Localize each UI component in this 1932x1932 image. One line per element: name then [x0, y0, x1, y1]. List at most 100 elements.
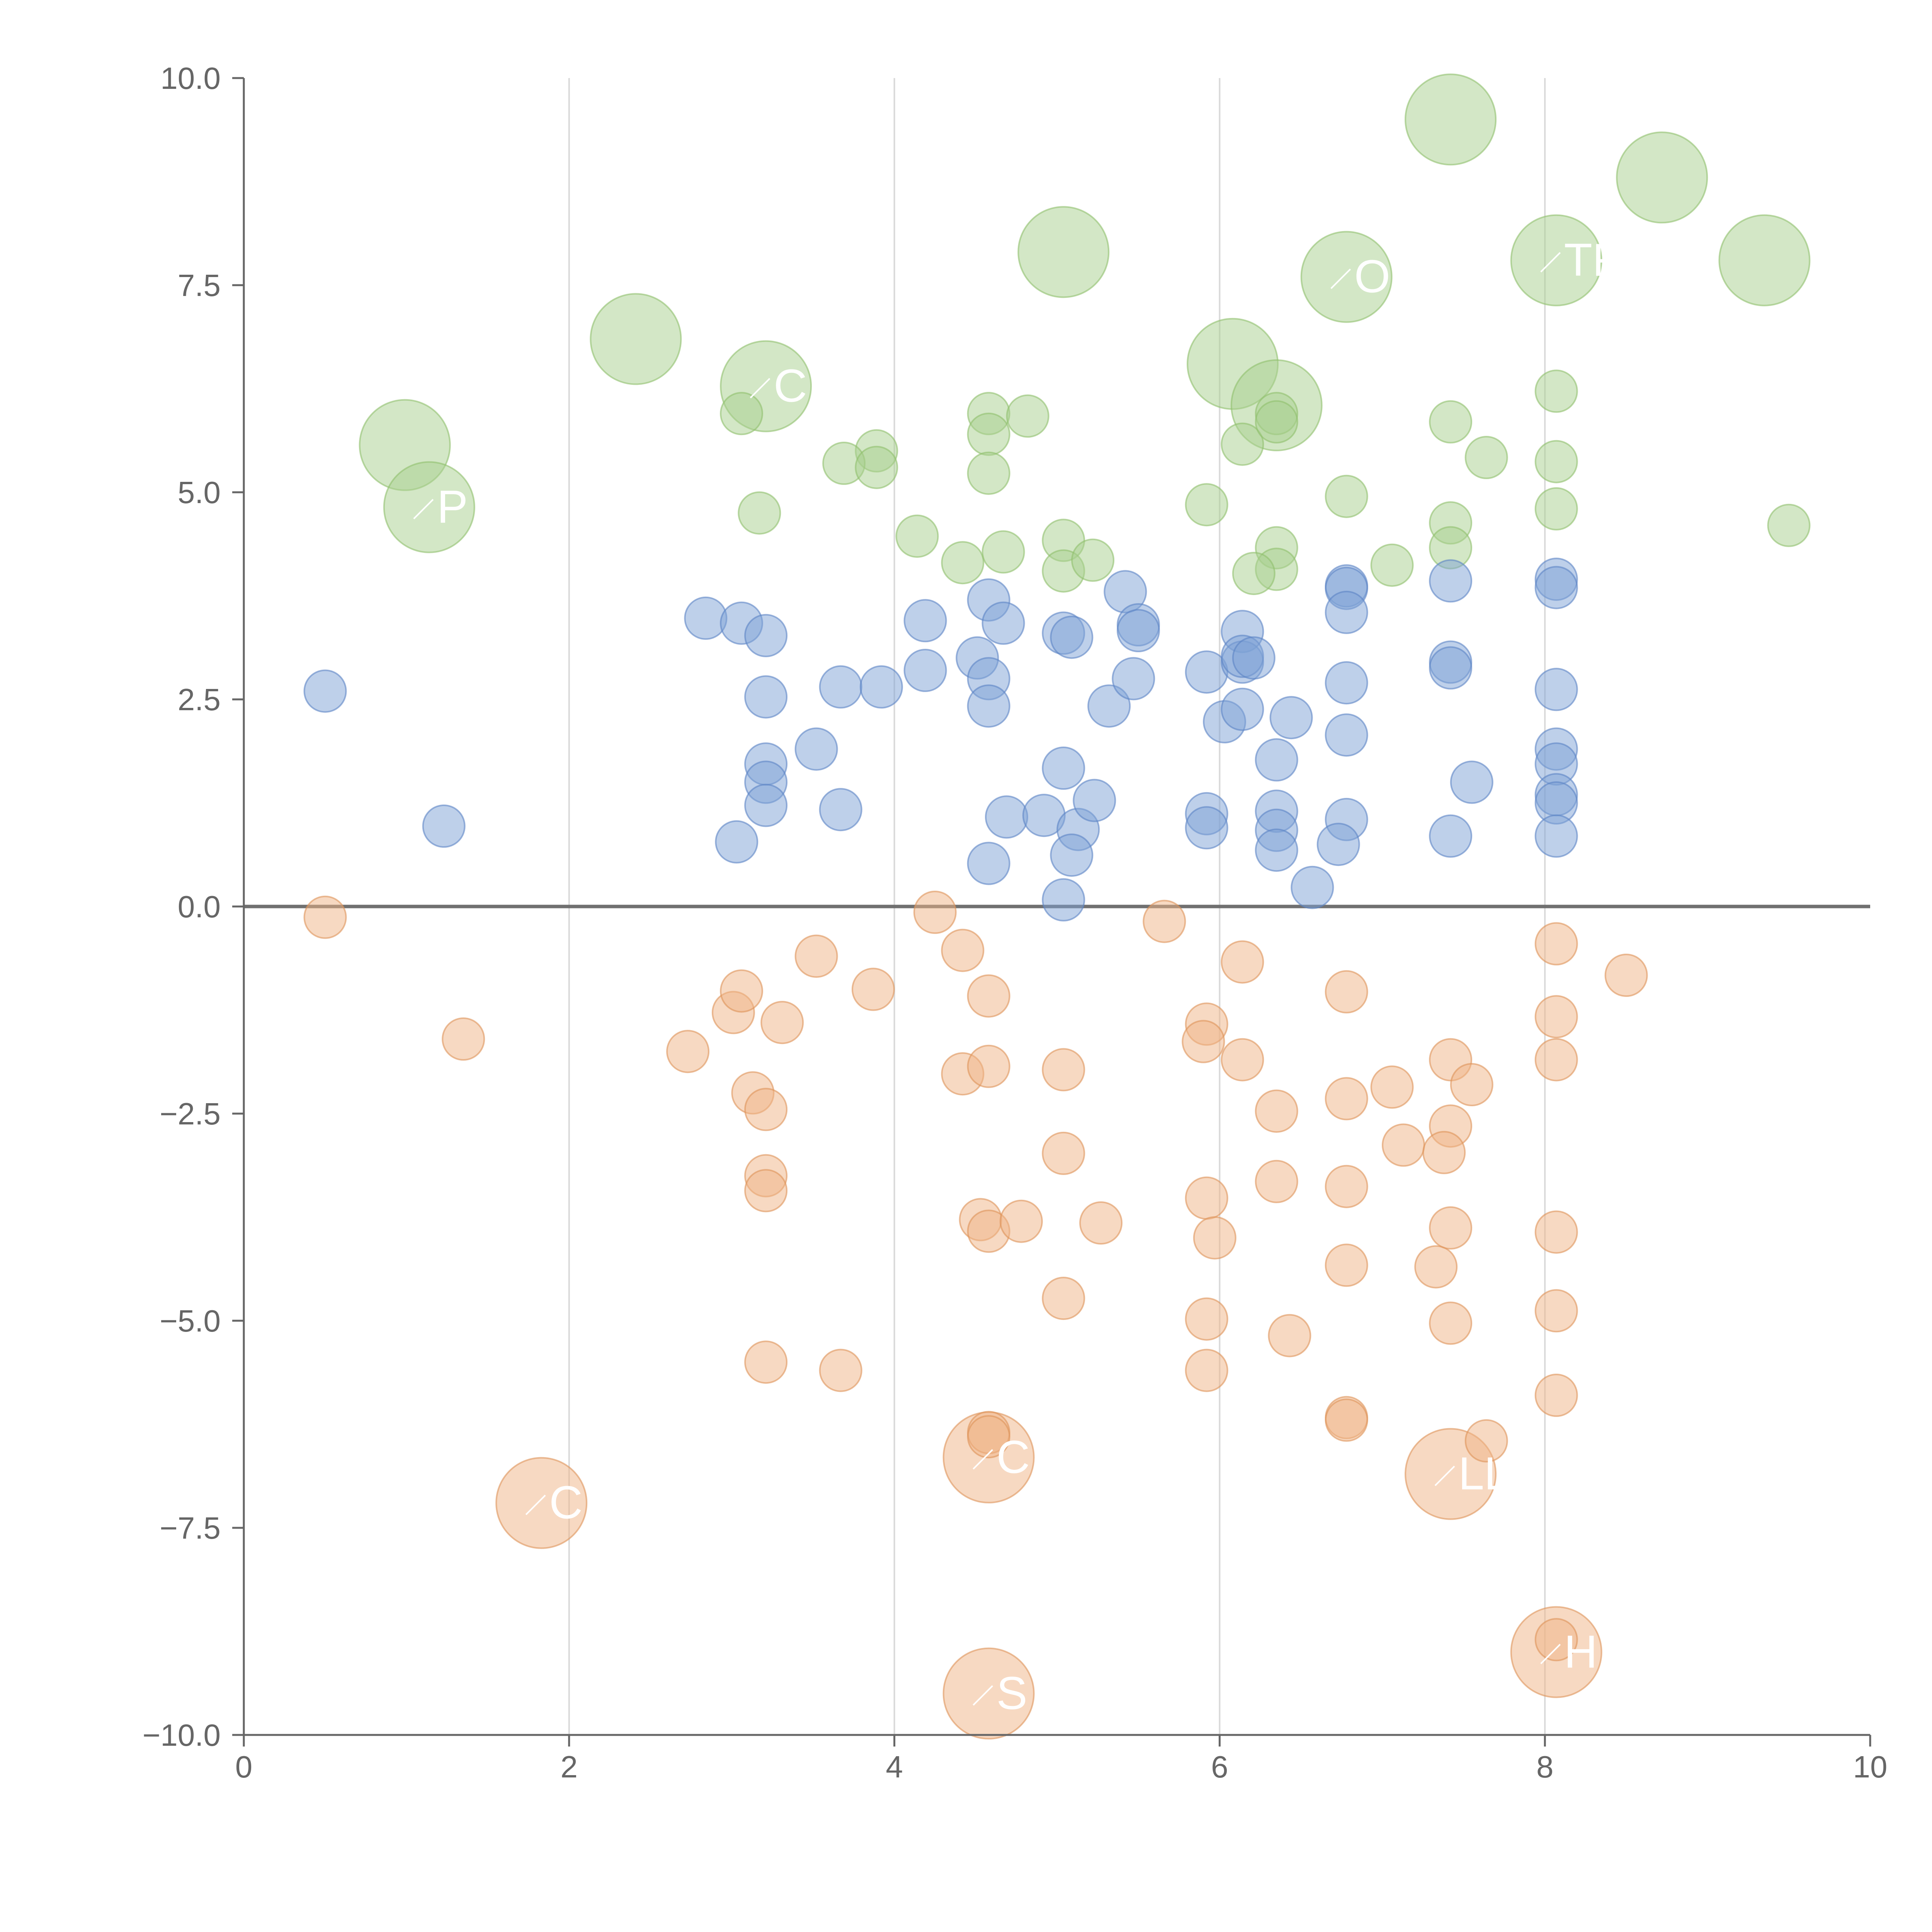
bubble-s2-12 [760, 1001, 804, 1044]
bubble-s1-49 [1269, 696, 1313, 740]
bubble-s2-67 [1534, 1618, 1578, 1662]
bubble-s2-48 [1325, 1243, 1368, 1287]
bubble-s1-21 [981, 601, 1025, 645]
bubble-s1-8 [744, 784, 788, 827]
bubble-s1-11 [819, 665, 862, 709]
bubble-s1-13 [859, 665, 903, 709]
bubble-s2-22 [967, 974, 1010, 1018]
bubble-s0-14 [1006, 394, 1049, 438]
bubble-label-s2-4: H [1564, 1626, 1598, 1678]
bubble-s1-30 [1073, 779, 1116, 822]
bubble-s2-36 [1185, 1176, 1228, 1220]
bubble-s0-15 [967, 412, 1010, 456]
bubble-s1-64 [1534, 566, 1578, 609]
bubble-label-s2-3: LL [1458, 1448, 1510, 1500]
bubble-s1-15 [903, 649, 947, 692]
x-tick-label-4: 8 [1536, 1750, 1554, 1784]
bubble-s2-17 [819, 1349, 862, 1392]
bubble-s0-40 [1534, 369, 1578, 413]
bubble-s2-31 [1079, 1201, 1123, 1245]
y-tick-label-2: −5.0 [160, 1304, 221, 1338]
bubble-s2-28 [967, 1415, 1010, 1459]
bubble-s1-50 [1291, 866, 1334, 909]
y-tick-label-5: 2.5 [178, 682, 221, 717]
bubble-s0-36 [1429, 400, 1473, 444]
bubble-s0-5 [1718, 214, 1811, 306]
label-leader-s0-3 [1330, 269, 1351, 289]
bubble-s2-50 [1325, 1398, 1368, 1442]
bubble-s1-48 [1255, 828, 1298, 872]
y-tick-label-4: 0.0 [178, 889, 221, 924]
bubble-s0-42 [1534, 487, 1578, 531]
bubble-s2-56 [1422, 1131, 1466, 1174]
bubble-s0-3 [1300, 231, 1393, 323]
bubble-s1-53 [1325, 590, 1368, 634]
bubble-s0-6 [590, 293, 682, 385]
bubble-s1-9 [715, 820, 759, 864]
bubble-s2-61 [1534, 922, 1578, 966]
bubble-s1-26 [1042, 747, 1085, 790]
bubble-series [303, 73, 1811, 1740]
bubble-s1-5 [744, 675, 788, 719]
bubble-s2-37 [1193, 1216, 1236, 1260]
bubble-s1-31 [1087, 684, 1131, 728]
axes: 0 2 4 6 8 10 −10.0 −7.5 −5.0 −2.5 0.0 2.5 5.0 7.5 10.0 [143, 61, 1888, 1784]
bubble-s1-14 [903, 599, 947, 643]
bubble-s2-6 [442, 1017, 485, 1061]
bubble-s1-2 [684, 596, 728, 640]
bubble-s0-22 [941, 541, 985, 585]
bubble-s0-0 [1405, 73, 1497, 166]
bubble-s2-19 [913, 891, 957, 934]
bubble-s1-61 [1450, 760, 1493, 804]
bubble-s1-70 [1534, 814, 1578, 858]
bubble-s0-23 [981, 530, 1025, 574]
bubble-s2-14 [744, 1169, 788, 1213]
bubble-s0-30 [1255, 400, 1298, 444]
x-tick-label-0: 0 [235, 1750, 253, 1784]
bubble-s2-47 [1325, 1165, 1368, 1208]
bubble-s0-43 [1767, 503, 1811, 547]
bubble-s0-4 [1510, 214, 1602, 306]
bubble-s1-1 [422, 804, 466, 848]
bubble-s0-11 [383, 461, 475, 553]
bubble-label-s0-4: TR [1564, 234, 1626, 286]
bubble-s2-65 [1534, 1289, 1578, 1333]
x-tick-label-1: 2 [561, 1750, 578, 1784]
label-leader-s0-11 [413, 499, 434, 520]
bubble-s1-35 [1117, 609, 1160, 652]
bubble-s2-20 [941, 929, 985, 972]
bubble-s1-10 [794, 727, 838, 771]
bubble-s1-62 [1429, 814, 1473, 858]
bubble-s1-57 [1316, 823, 1360, 866]
bubble-s2-32 [1042, 1277, 1085, 1320]
bubble-s0-35 [1370, 543, 1414, 587]
bubble-s0-39 [1464, 436, 1508, 479]
bubble-s1-25 [1050, 616, 1094, 659]
bubble-s2-18 [851, 968, 895, 1011]
y-tick-label-0: −10.0 [143, 1718, 221, 1752]
bubble-s1-43 [1232, 636, 1276, 680]
bubble-s2-43 [1255, 1160, 1298, 1203]
bubble-s2-44 [1268, 1314, 1311, 1357]
bubble-s2-66 [1534, 1374, 1578, 1417]
label-leader-s0-4 [1540, 252, 1561, 273]
label-leader-s0-7 [750, 378, 770, 398]
bubble-s1-54 [1325, 661, 1368, 705]
bubble-s2-63 [1534, 1038, 1578, 1082]
x-tick-label-5: 10 [1853, 1750, 1888, 1784]
bubble-s2-45 [1325, 970, 1368, 1014]
bubble-s1-19 [967, 684, 1010, 728]
bubble-s2-42 [1255, 1089, 1298, 1133]
x-tick-label-3: 6 [1211, 1750, 1228, 1784]
y-tick-label-6: 5.0 [178, 475, 221, 510]
bubble-s0-26 [1071, 538, 1115, 582]
bubble-s1-39 [1185, 806, 1228, 850]
label-leader-s2-0 [525, 1495, 546, 1515]
bubble-s2-60 [1464, 1419, 1508, 1463]
bubble-s1-22 [985, 795, 1028, 839]
bubble-s2-26 [999, 1199, 1043, 1243]
bubble-s0-28 [1221, 422, 1264, 466]
bubble-s2-2 [942, 1647, 1035, 1740]
label-leader-s2-2 [973, 1685, 993, 1706]
bubble-s1-12 [819, 788, 862, 832]
